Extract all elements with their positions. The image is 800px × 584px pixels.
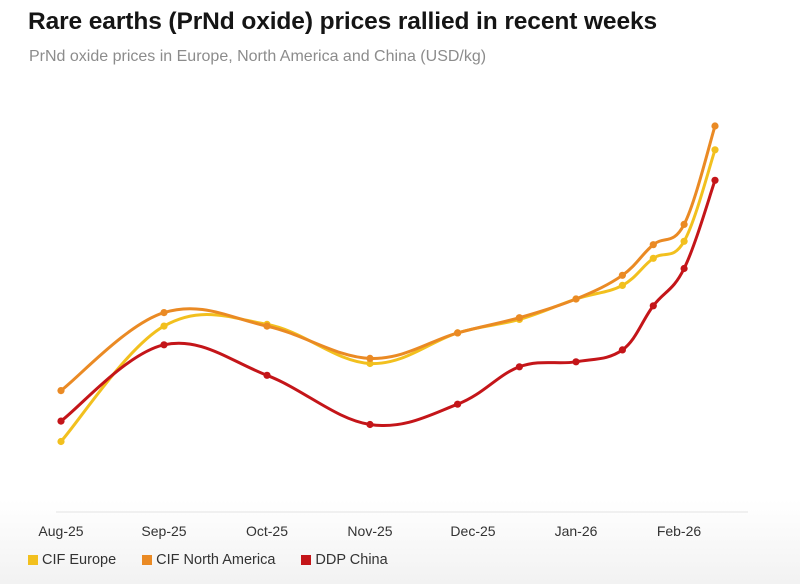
data-point-ddp-china-0 [57, 417, 65, 425]
series-line-cif-north-america [59, 124, 717, 393]
series-line-cif-europe [59, 148, 717, 443]
x-tick-label-jan-26: Jan-26 [555, 523, 598, 539]
data-point-ddp-china-1 [160, 341, 168, 349]
x-tick-label-sep-25: Sep-25 [141, 523, 186, 539]
legend-item-ddp-china: DDP China [301, 552, 388, 568]
data-point-cif-north-america-9 [680, 220, 688, 228]
data-point-cif-europe-1 [160, 322, 168, 330]
x-tick-label-dec-25: Dec-25 [450, 523, 495, 539]
series-line-ddp-china [59, 178, 717, 427]
data-point-cif-europe-7 [618, 281, 627, 289]
x-axis-ticks: Aug-25 Sep-25 Oct-25 Nov-25 Dec-25 Jan-26 Feb-… [38, 523, 701, 539]
chart-subtitle: PrNd oxide prices in Europe, North Ameri… [29, 48, 487, 65]
x-tick-label-aug-25: Aug-25 [38, 523, 83, 539]
chart-legend: CIF Europe CIF North America DDP China [28, 552, 414, 568]
x-tick-label-feb-26: Feb-26 [657, 523, 702, 539]
x-tick-label-oct-25: Oct-25 [246, 523, 288, 539]
legend-item-cif-north-america: CIF North America [142, 552, 275, 568]
data-point-ddp-china-3 [366, 420, 374, 429]
series-ddp-china [57, 176, 719, 429]
data-point-ddp-china-4 [454, 400, 462, 408]
data-point-cif-north-america-3 [366, 354, 374, 362]
legend-label-ddp-china: DDP China [315, 552, 388, 568]
data-point-cif-europe-9 [680, 237, 688, 245]
data-point-ddp-china-8 [649, 302, 657, 310]
series-layer [57, 122, 719, 446]
data-point-ddp-china-5 [515, 363, 524, 371]
data-point-cif-europe-3 [366, 359, 374, 368]
x-tick-label-nov-25: Nov-25 [347, 523, 392, 539]
data-point-cif-north-america-6 [572, 295, 580, 303]
data-point-cif-north-america-0 [57, 387, 65, 395]
data-point-ddp-china-10 [711, 176, 719, 184]
data-point-ddp-china-2 [263, 371, 271, 379]
data-point-cif-north-america-4 [454, 329, 462, 337]
legend-item-cif-europe: CIF Europe [28, 552, 116, 568]
data-point-cif-north-america-1 [160, 309, 168, 317]
chart-title: Rare earths (PrNd oxide) prices rallied … [28, 8, 658, 35]
legend-swatch-cif-north-america [142, 555, 153, 565]
data-point-ddp-china-9 [680, 264, 688, 273]
series-cif-europe [57, 146, 719, 446]
legend-swatch-ddp-china [301, 555, 312, 565]
data-point-ddp-china-6 [572, 358, 580, 366]
data-point-cif-north-america-8 [649, 241, 657, 249]
series-cif-north-america [57, 122, 719, 395]
data-point-cif-north-america-5 [515, 314, 524, 322]
data-point-cif-north-america-10 [711, 122, 719, 130]
legend-label-cif-europe: CIF Europe [42, 552, 117, 568]
data-point-cif-north-america-7 [618, 271, 627, 279]
legend-label-cif-north-america: CIF North America [156, 552, 276, 568]
data-point-cif-north-america-2 [263, 322, 271, 330]
data-point-ddp-china-7 [618, 346, 627, 354]
legend-swatch-cif-europe [28, 555, 38, 565]
data-point-cif-europe-8 [649, 254, 657, 262]
data-point-cif-europe-0 [57, 437, 65, 446]
data-point-cif-europe-10 [711, 146, 719, 154]
